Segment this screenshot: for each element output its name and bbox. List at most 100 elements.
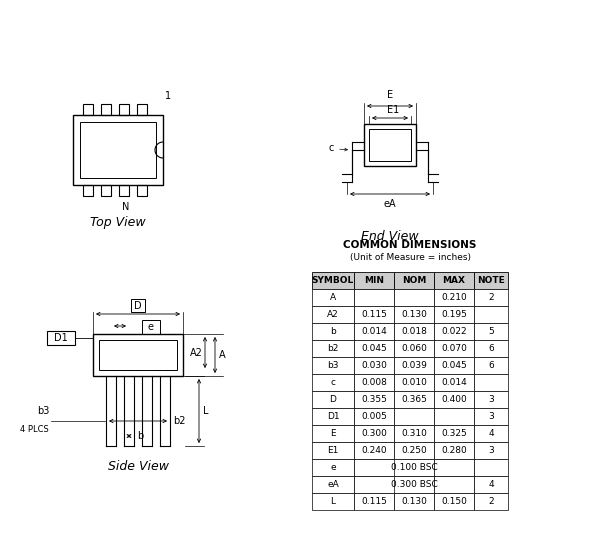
Text: 0.030: 0.030 (361, 361, 387, 370)
Bar (434, 340, 474, 357)
Text: c: c (329, 143, 334, 153)
Bar (434, 459, 474, 476)
Text: 0.130: 0.130 (401, 310, 427, 319)
Bar (474, 306, 508, 323)
Bar (434, 442, 474, 459)
Bar (394, 323, 434, 340)
Bar (434, 323, 474, 340)
Text: 4: 4 (488, 429, 494, 438)
Bar (354, 272, 394, 289)
Bar (474, 442, 508, 459)
Bar (434, 272, 474, 289)
Bar (394, 272, 434, 289)
Bar (83, 185, 93, 196)
Text: Side View: Side View (107, 460, 169, 473)
Text: b2: b2 (328, 344, 338, 353)
Text: A2: A2 (190, 348, 203, 358)
Text: 3: 3 (488, 412, 494, 421)
Bar (101, 185, 111, 196)
Bar (434, 425, 474, 442)
Text: c: c (331, 378, 335, 387)
Text: 0.280: 0.280 (441, 446, 467, 455)
Text: COMMON DIMENSIONS: COMMON DIMENSIONS (343, 240, 476, 250)
Text: 0.365: 0.365 (401, 395, 427, 404)
Text: E1: E1 (328, 446, 338, 455)
Text: 0.210: 0.210 (441, 293, 467, 302)
Bar (394, 442, 434, 459)
Text: eA: eA (383, 199, 397, 209)
Text: E: E (330, 429, 336, 438)
Bar (354, 340, 394, 357)
Text: 3: 3 (488, 446, 494, 455)
Bar (312, 425, 354, 442)
Bar (312, 493, 354, 510)
Text: D1: D1 (54, 333, 68, 343)
Bar (312, 306, 354, 323)
Text: 0.250: 0.250 (401, 446, 427, 455)
Bar (312, 408, 354, 425)
Text: NOM: NOM (402, 276, 426, 285)
Text: 0.325: 0.325 (441, 429, 467, 438)
Text: 0.005: 0.005 (361, 412, 387, 421)
Text: 0.300: 0.300 (361, 429, 387, 438)
Bar (434, 391, 474, 408)
Bar (474, 408, 508, 425)
Text: (Unit of Measure = inches): (Unit of Measure = inches) (349, 253, 470, 262)
Text: b3: b3 (37, 406, 49, 416)
Bar (394, 391, 434, 408)
Bar (434, 357, 474, 374)
Text: e: e (330, 463, 336, 472)
Bar (434, 306, 474, 323)
Bar (434, 493, 474, 510)
Text: 2: 2 (488, 293, 494, 302)
Bar (394, 306, 434, 323)
Text: 0.300 BSC: 0.300 BSC (391, 480, 437, 489)
Bar (474, 425, 508, 442)
Bar (354, 289, 394, 306)
Bar (354, 476, 474, 493)
Bar (312, 323, 354, 340)
Bar (364, 124, 416, 166)
Bar (474, 493, 508, 510)
Bar (312, 459, 354, 476)
Bar (474, 476, 508, 493)
Bar (434, 476, 474, 493)
Bar (312, 289, 354, 306)
Text: 6: 6 (488, 344, 494, 353)
Text: A: A (330, 293, 336, 302)
Bar (137, 104, 147, 115)
Bar (101, 104, 111, 115)
Text: 0.014: 0.014 (361, 327, 387, 336)
Text: b: b (330, 327, 336, 336)
Bar (394, 493, 434, 510)
Bar (354, 493, 394, 510)
Bar (83, 104, 93, 115)
Bar (394, 425, 434, 442)
Bar (354, 408, 394, 425)
Bar (354, 323, 394, 340)
Bar (93, 334, 183, 376)
Text: 0.045: 0.045 (441, 361, 467, 370)
Bar (99, 340, 177, 370)
Bar (354, 306, 394, 323)
Bar (394, 459, 434, 476)
Bar (474, 272, 508, 289)
Text: 3: 3 (488, 395, 494, 404)
Text: 0.014: 0.014 (441, 378, 467, 387)
Text: 4: 4 (488, 480, 494, 489)
Bar (394, 374, 434, 391)
Text: 4 PLCS: 4 PLCS (20, 425, 49, 434)
Text: 2: 2 (488, 497, 494, 506)
Bar (119, 104, 129, 115)
Bar (354, 357, 394, 374)
Text: 0.100 BSC: 0.100 BSC (391, 463, 437, 472)
Bar (119, 185, 129, 196)
Text: Top View: Top View (90, 216, 146, 229)
Text: A: A (219, 350, 226, 360)
Bar (354, 476, 394, 493)
Text: 0.022: 0.022 (441, 327, 467, 336)
Bar (312, 476, 354, 493)
Text: D1: D1 (326, 412, 340, 421)
Text: D: D (329, 395, 337, 404)
Text: 0.060: 0.060 (401, 344, 427, 353)
